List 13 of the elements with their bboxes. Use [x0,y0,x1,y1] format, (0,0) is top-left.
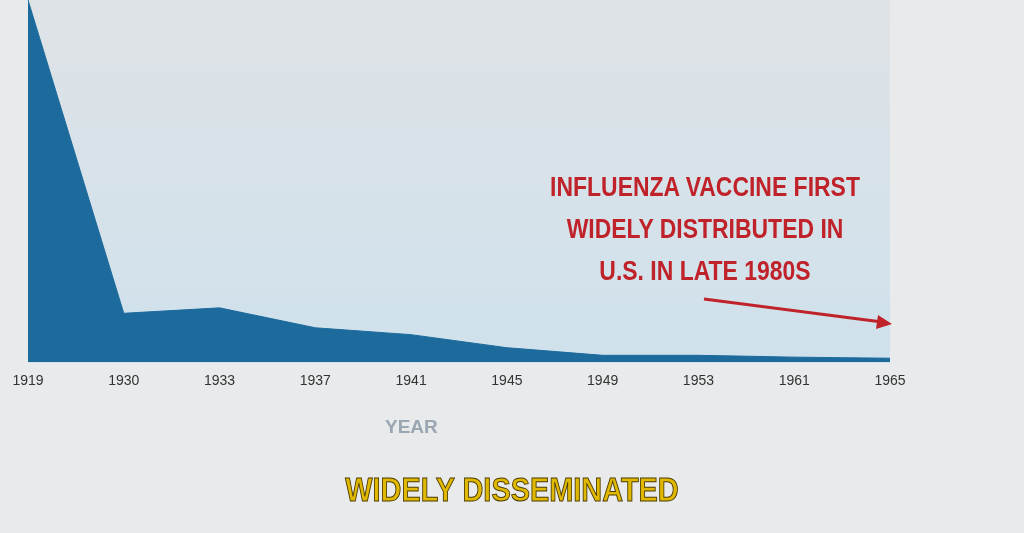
x-tick-label: 1961 [778,372,810,389]
x-tick-label: 1953 [682,372,715,389]
x-axis-title: YEAR [385,416,438,438]
x-tick-label: 1945 [491,372,523,389]
x-tick-label: 1949 [587,372,619,389]
x-tick-label: 1937 [299,372,332,389]
x-tick-label: 1930 [108,372,140,389]
annotation: INFLUENZA VACCINE FIRST WIDELY DISTRIBUTED IN U.S. IN LATE 1980S [549,171,861,288]
x-tick-label: 1919 [12,372,44,389]
text: WIDELY DISSEMINATED [344,470,680,509]
x-tick-label: 1933 [203,372,236,389]
x-tick-label: 1941 [395,372,427,389]
x-tick-label: 1965 [874,372,906,389]
